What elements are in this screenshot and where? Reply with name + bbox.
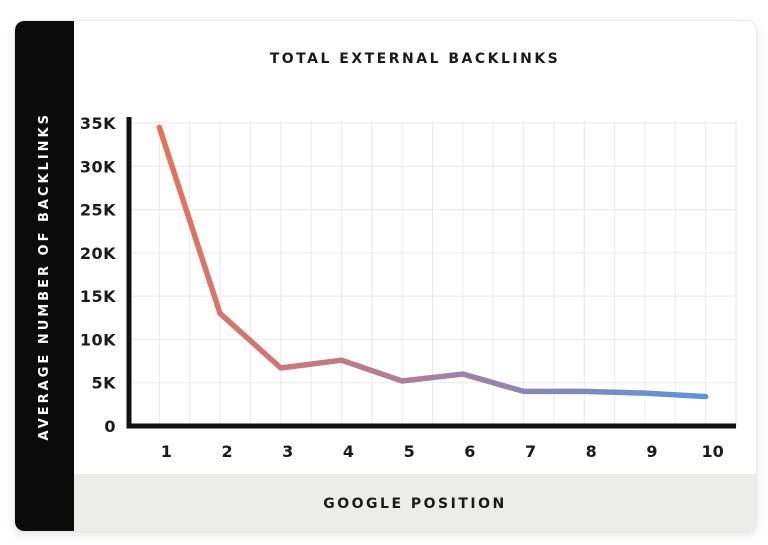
y-tick-label: 5K xyxy=(91,374,116,393)
x-tick-label: 1 xyxy=(161,442,172,461)
y-tick-label: 25K xyxy=(80,201,116,220)
x-axis-title-bar: GOOGLE POSITION xyxy=(74,474,756,531)
x-tick-label: 8 xyxy=(586,442,597,461)
chart-card: AVERAGE NUMBER OF BACKLINKS TOTAL EXTERN… xyxy=(14,20,757,532)
y-tick-label: 15K xyxy=(80,287,116,306)
y-tick-label: 20K xyxy=(80,244,116,263)
y-tick-label: 0 xyxy=(104,417,116,436)
y-tick-label: 30K xyxy=(80,157,116,176)
x-tick-label: 10 xyxy=(702,442,724,461)
x-tick-label: 9 xyxy=(646,442,657,461)
y-axis-title-bar: AVERAGE NUMBER OF BACKLINKS xyxy=(15,21,74,531)
x-tick-label: 4 xyxy=(343,442,354,461)
x-tick-label: 3 xyxy=(282,442,293,461)
y-tick-label: 10K xyxy=(80,330,116,349)
x-axis-title: GOOGLE POSITION xyxy=(323,495,507,512)
x-tick-label: 2 xyxy=(221,442,232,461)
x-tick-label: 6 xyxy=(464,442,475,461)
x-tick-label: 7 xyxy=(525,442,536,461)
y-tick-label: 35K xyxy=(80,114,116,133)
line-chart: 35K 30K 25K 20K 15K 10K 5K 0 1 2 3 4 5 6 7 8 9 10 xyxy=(80,114,737,461)
data-line-series xyxy=(156,124,709,400)
chart-title: TOTAL EXTERNAL BACKLINKS xyxy=(269,51,561,67)
x-tick-label: 5 xyxy=(404,442,415,461)
